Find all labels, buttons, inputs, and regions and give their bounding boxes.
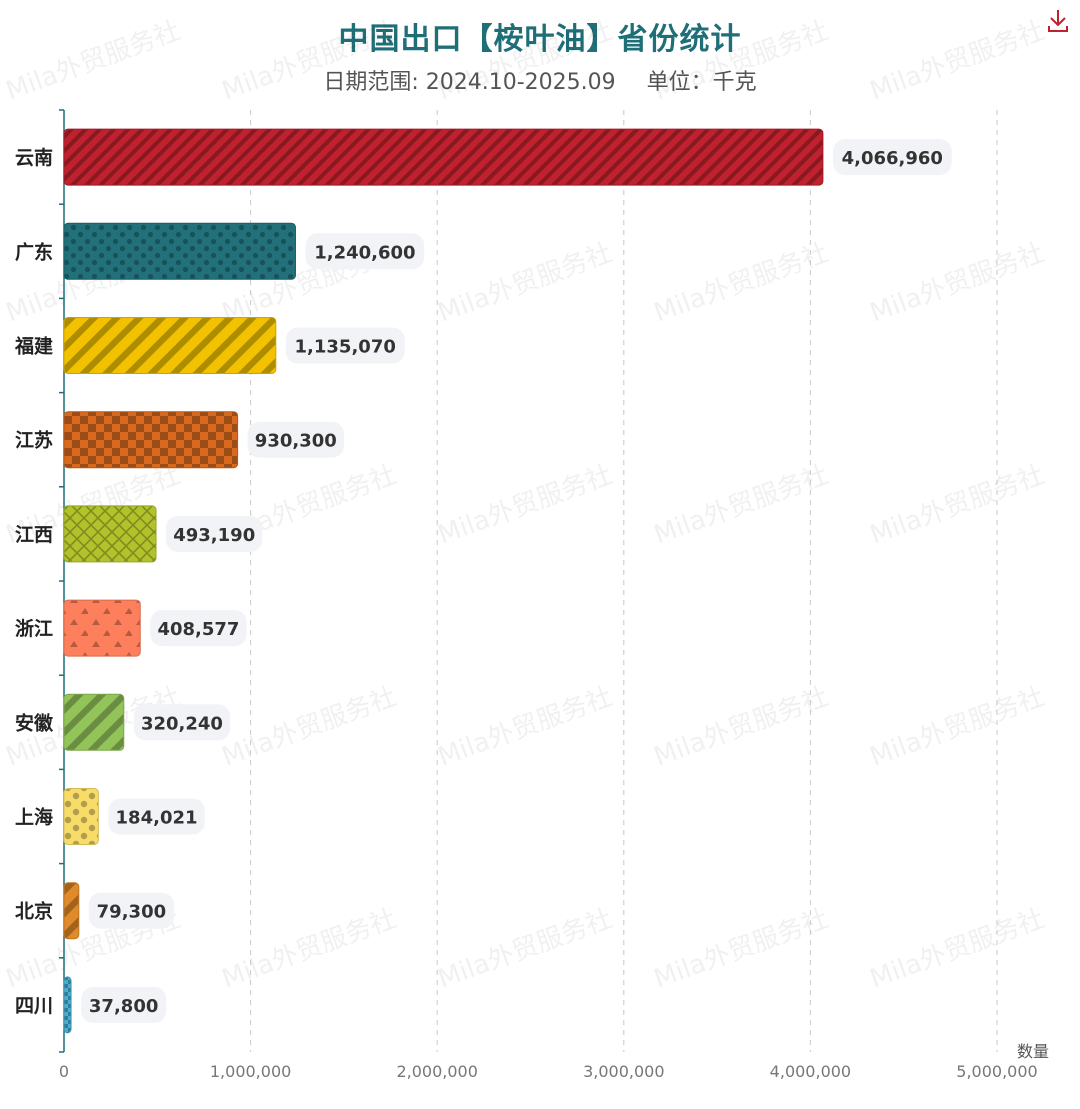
- value-label-bg: [81, 986, 167, 1023]
- value-label: 184,021: [116, 808, 198, 829]
- watermark-text: Mila外贸服务社: [650, 238, 832, 329]
- date-range-label: 日期范围: 2024.10-2025.09: [323, 70, 616, 95]
- watermark-text: Mila外贸服务社: [2, 682, 184, 773]
- value-label-bg: [305, 233, 425, 270]
- watermark-text: Mila外贸服务社: [218, 904, 400, 995]
- value-label-bg: [247, 421, 344, 458]
- category-label: 福建: [14, 335, 53, 358]
- value-label-bg: [150, 610, 247, 647]
- category-label: 北京: [15, 900, 53, 923]
- watermark-text: Mila外贸服务社: [866, 682, 1048, 773]
- watermark-text: Mila外贸服务社: [434, 682, 616, 773]
- watermark-text: Mila外贸服务社: [866, 904, 1048, 995]
- chart-subtitle: 日期范围: 2024.10-2025.09 单位：千克: [0, 64, 1080, 96]
- watermark-text: Mila外贸服务社: [218, 238, 400, 329]
- bar[interactable]: [63, 788, 99, 845]
- category-label: 广东: [15, 240, 53, 263]
- value-label-bg: [166, 515, 263, 552]
- x-tick-label: 3,000,000: [583, 1062, 664, 1081]
- bar[interactable]: [63, 976, 72, 1034]
- value-label-bg: [832, 139, 952, 176]
- unit-label: 单位：千克: [646, 70, 757, 95]
- watermark-text: Mila外贸服务社: [434, 238, 616, 329]
- watermark-text: Mila外贸服务社: [650, 904, 832, 995]
- watermark-text: Mila外贸服务社: [866, 238, 1048, 329]
- watermark-text: Mila外贸服务社: [218, 460, 400, 551]
- x-tick-label: 1,000,000: [210, 1062, 291, 1081]
- watermark-text: Mila外贸服务社: [434, 904, 616, 995]
- value-label: 1,240,600: [314, 242, 415, 263]
- bar[interactable]: [63, 505, 157, 563]
- bar[interactable]: [63, 599, 141, 657]
- bar[interactable]: [63, 693, 125, 751]
- bar[interactable]: [63, 882, 80, 940]
- category-label: 江西: [15, 524, 53, 546]
- watermark-text: Mila外贸服务社: [650, 460, 832, 551]
- value-label: 408,577: [157, 619, 239, 640]
- category-label: 云南: [15, 147, 53, 169]
- x-tick-label: 2,000,000: [396, 1062, 477, 1081]
- value-label: 493,190: [173, 525, 255, 546]
- value-label: 79,300: [97, 902, 166, 923]
- value-label-bg: [88, 892, 174, 929]
- chart-title: 中国出口【桉叶油】省份统计: [338, 22, 742, 57]
- category-label: 浙江: [15, 617, 53, 640]
- value-label: 1,135,070: [295, 337, 396, 358]
- category-label: 四川: [15, 995, 53, 1017]
- x-tick-label: 0: [59, 1062, 69, 1081]
- watermark-text: Mila外贸服务社: [218, 682, 400, 773]
- value-label-bg: [133, 704, 231, 741]
- value-label: 930,300: [255, 431, 337, 452]
- watermark-text: Mila外贸服务社: [650, 682, 832, 773]
- download-icon[interactable]: [1046, 8, 1070, 34]
- category-label: 安徽: [15, 711, 54, 734]
- category-label: 江苏: [15, 429, 53, 452]
- bar[interactable]: [63, 128, 824, 186]
- x-axis-title: 数量: [1017, 1042, 1049, 1061]
- category-label: 上海: [15, 806, 53, 829]
- value-label-bg: [285, 327, 405, 364]
- value-label: 4,066,960: [842, 148, 943, 169]
- bar[interactable]: [63, 317, 277, 374]
- bar[interactable]: [63, 411, 239, 469]
- value-label-bg: [108, 798, 205, 835]
- watermark-layer: Mila外贸服务社 Mila外贸服务社 Mila外贸服务社 Mila外贸服务社 Mila…: [2, 16, 1048, 995]
- watermark-text: Mila外贸服务社: [866, 460, 1048, 551]
- x-tick-label: 4,000,000: [770, 1062, 851, 1081]
- bar[interactable]: [63, 222, 296, 280]
- watermark-text: Mila外贸服务社: [2, 460, 184, 551]
- value-label: 320,240: [141, 713, 223, 734]
- watermark-text: Mila外贸服务社: [2, 238, 184, 329]
- x-tick-label: 5,000,000: [956, 1062, 1037, 1081]
- value-label: 37,800: [89, 996, 158, 1017]
- watermark-text: Mila外贸服务社: [2, 904, 184, 995]
- watermark-text: Mila外贸服务社: [434, 460, 616, 551]
